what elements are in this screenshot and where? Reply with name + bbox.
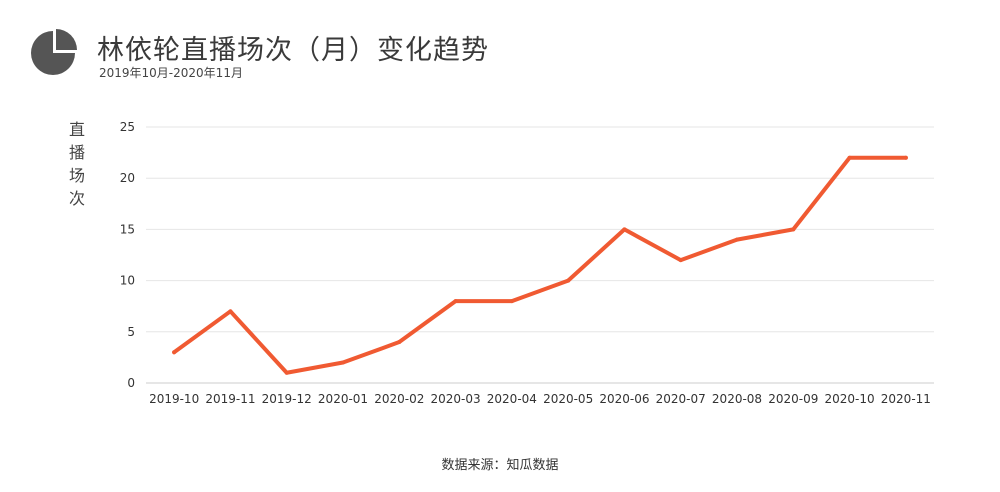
y-tick-label: 5 (127, 325, 135, 339)
x-tick-label: 2020-09 (768, 392, 818, 406)
x-tick-label: 2020-03 (431, 392, 481, 406)
series-line (172, 155, 908, 375)
data-point (903, 155, 908, 160)
data-point (172, 350, 177, 355)
chart-title: 林依轮直播场次（月）变化趋势 (97, 35, 489, 66)
x-tick-label: 2020-10 (825, 392, 875, 406)
data-point (566, 278, 571, 283)
data-point (678, 258, 683, 263)
y-axis-label: 直播场次 (68, 120, 85, 208)
data-point (622, 227, 627, 232)
x-tick-label: 2020-11 (881, 392, 931, 406)
x-tick-label: 2020-04 (487, 392, 537, 406)
x-tick-label: 2020-05 (543, 392, 593, 406)
data-point (509, 299, 514, 304)
data-point (791, 227, 796, 232)
pie-chart-icon (31, 29, 77, 75)
y-tick-label: 20 (120, 171, 135, 185)
x-tick-label: 2020-07 (656, 392, 706, 406)
data-point (228, 309, 233, 314)
data-point (735, 237, 739, 242)
data-point (847, 155, 852, 160)
x-tick-label: 2020-08 (712, 392, 762, 406)
series-polyline (172, 155, 908, 375)
y-tick-label: 15 (120, 222, 135, 236)
x-tick-label: 2020-01 (318, 392, 368, 406)
y-tick-label: 0 (127, 376, 135, 390)
data-point (453, 299, 458, 304)
x-tick-label: 2020-02 (374, 392, 424, 406)
x-tick-label: 2019-10 (149, 392, 199, 406)
y-tick-labels: 0 5 10 15 20 25 (120, 120, 135, 390)
x-tick-label: 2019-11 (205, 392, 255, 406)
data-point (341, 360, 345, 365)
data-point (284, 370, 289, 375)
grid-lines (146, 126, 934, 384)
data-source: 数据来源：知瓜数据 (441, 458, 559, 473)
x-tick-label: 2019-12 (262, 392, 312, 406)
y-tick-label: 10 (120, 274, 135, 288)
x-tick-label: 2020-06 (599, 392, 649, 406)
chart-subtitle: 2019年10月-2020年11月 (99, 66, 243, 80)
x-tick-labels: 2019-10 2019-11 2019-12 2020-01 2020-02 2020-… (149, 392, 931, 406)
y-tick-label: 25 (120, 120, 135, 134)
data-point (397, 340, 402, 345)
